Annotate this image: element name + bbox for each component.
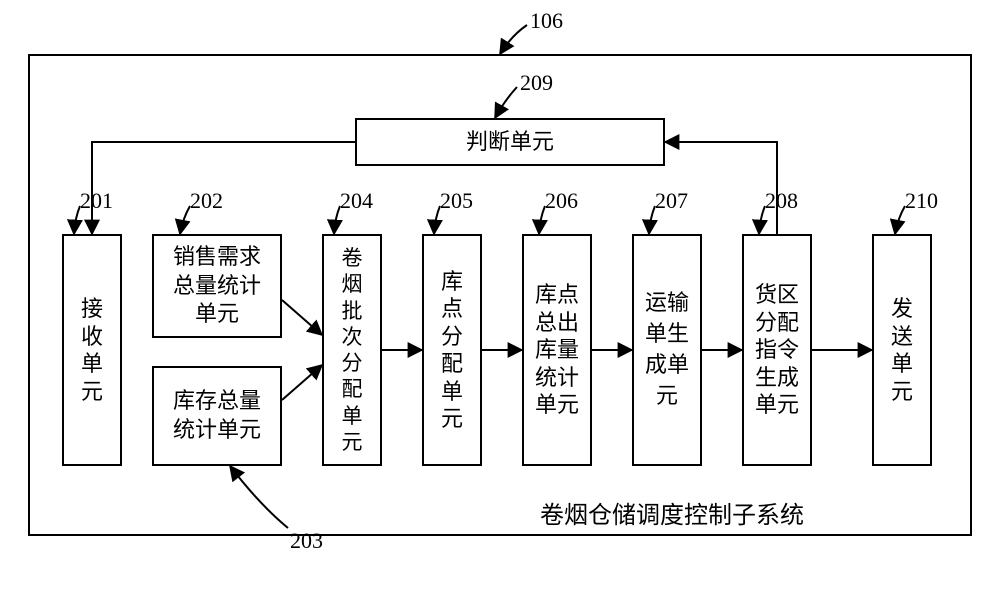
node-judgement-unit: 判断单元: [355, 118, 665, 166]
ref-label-209: 209: [520, 70, 553, 96]
node-label: 接收单元: [81, 295, 103, 405]
node-batch-allocation-unit: 卷烟批次分配单元: [322, 234, 382, 466]
node-label: 运输单生成单元: [641, 284, 693, 415]
node-inventory-total-unit: 库存总量统计单元: [152, 366, 282, 466]
ref-label-206: 206: [545, 188, 578, 214]
node-transport-order-unit: 运输单生成单元: [632, 234, 702, 466]
node-label: 库点分配单元: [441, 268, 463, 433]
node-warehouse-point-allocation-unit: 库点分配单元: [422, 234, 482, 466]
ref-label-203: 203: [290, 528, 323, 554]
ref-label-106: 106: [530, 8, 563, 34]
node-outbound-total-unit: 库点总出库量统计单元: [522, 234, 592, 466]
ref-label-202: 202: [190, 188, 223, 214]
ref-label-204: 204: [340, 188, 373, 214]
ref-label-210: 210: [905, 188, 938, 214]
node-receive-unit: 接收单元: [62, 234, 122, 466]
node-cargo-area-command-unit: 货区分配指令生成单元: [742, 234, 812, 466]
node-send-unit: 发送单元: [872, 234, 932, 466]
node-label: 库存总量统计单元: [169, 383, 265, 448]
ref-label-201: 201: [80, 188, 113, 214]
node-label: 库点总出库量统计单元: [531, 277, 583, 423]
ref-label-205: 205: [440, 188, 473, 214]
diagram-canvas: 判断单元 接收单元 销售需求总量统计单元 库存总量统计单元 卷烟批次分配单元 库…: [0, 0, 1000, 589]
ref-label-207: 207: [655, 188, 688, 214]
node-label: 发送单元: [891, 295, 913, 405]
node-sales-demand-unit: 销售需求总量统计单元: [152, 234, 282, 338]
node-label: 货区分配指令生成单元: [751, 277, 803, 423]
node-label: 销售需求总量统计单元: [169, 239, 265, 333]
ref-label-208: 208: [765, 188, 798, 214]
node-label: 判断单元: [462, 124, 558, 161]
node-label: 卷烟批次分配单元: [342, 245, 363, 455]
system-title: 卷烟仓储调度控制子系统: [540, 495, 804, 530]
